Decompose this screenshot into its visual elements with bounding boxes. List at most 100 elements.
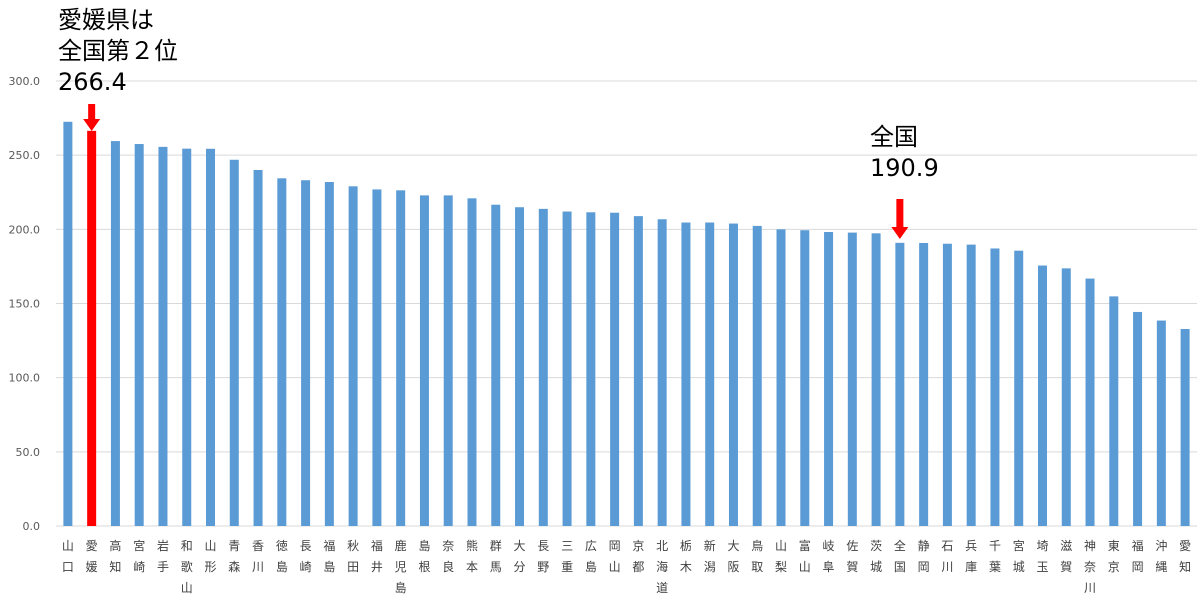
x-tick-label: 兵庫	[965, 539, 977, 574]
bar	[538, 208, 548, 526]
x-tick-label: 全国	[894, 538, 906, 574]
x-tick-label: 鹿児島	[395, 538, 407, 595]
bar	[633, 216, 643, 527]
arrows	[83, 104, 909, 239]
x-tick-label: 高知	[109, 538, 121, 574]
x-tick-label: 大阪	[727, 539, 739, 574]
x-tick-label: 和歌山	[181, 539, 193, 595]
national-annotation-value: 190.9	[870, 154, 939, 182]
bar	[348, 186, 358, 527]
bar	[158, 146, 168, 527]
bar	[110, 141, 120, 526]
bar	[895, 242, 905, 526]
x-tick-label: 新潟	[704, 538, 716, 574]
x-tick-label: 福岡	[1132, 538, 1144, 574]
x-tick-label: 静岡	[918, 539, 930, 574]
bar	[681, 222, 691, 526]
bar	[847, 232, 857, 526]
x-tick-label: 福井	[371, 538, 383, 574]
bar	[301, 180, 311, 527]
x-tick-label: 徳島	[276, 538, 288, 574]
x-tick-label: 神奈川	[1084, 539, 1096, 595]
bar	[277, 178, 287, 526]
x-tick-label: 千葉	[989, 539, 1001, 574]
x-tick-label: 長崎	[300, 539, 312, 574]
bars	[63, 121, 1190, 527]
x-tick-label: 愛知	[1179, 539, 1191, 574]
bar	[705, 222, 715, 526]
bar	[586, 212, 596, 526]
x-tick-label: 広島	[585, 539, 597, 574]
bar	[63, 121, 73, 527]
y-tick-label: 250.0	[9, 149, 41, 162]
bar	[372, 189, 382, 526]
bar	[253, 170, 263, 526]
ehime-arrow-icon	[83, 104, 101, 131]
ehime-annotation-value: 266.4	[58, 68, 127, 96]
bar	[206, 148, 216, 526]
x-tick-label: 三重	[561, 539, 573, 574]
bar	[443, 195, 453, 527]
x-tick-label: 岐阜	[823, 539, 835, 574]
x-tick-label: 愛媛	[86, 539, 98, 574]
x-tick-label: 岩手	[157, 538, 169, 574]
x-tick-label: 鳥取	[751, 538, 763, 574]
x-tick-label: 富山	[799, 538, 811, 574]
ehime-annotation-line1: 愛媛県は	[58, 6, 154, 34]
bar	[990, 248, 1000, 527]
y-tick-label: 50.0	[16, 446, 41, 459]
bar	[1156, 320, 1166, 526]
bar	[467, 198, 477, 526]
x-tick-label: 京都	[632, 539, 644, 574]
bar	[1037, 265, 1047, 526]
x-tick-label: 群馬	[490, 539, 502, 574]
bar	[491, 204, 501, 526]
ehime-annotation-line2: 全国第２位	[58, 37, 178, 65]
y-tick-label: 150.0	[9, 298, 41, 311]
x-tick-label: 栃木	[680, 539, 692, 574]
x-tick-label: 山形	[205, 539, 217, 574]
bar	[800, 230, 810, 526]
national-annotation: 全国 190.9	[870, 122, 939, 184]
bar	[871, 233, 881, 527]
national-arrow-icon	[891, 199, 909, 239]
bar	[942, 243, 952, 526]
bar	[1109, 296, 1119, 526]
x-tick-label: 島根	[418, 538, 430, 574]
ehime-annotation: 愛媛県は 全国第２位 266.4	[58, 5, 178, 98]
x-tick-label: 香川	[252, 539, 264, 574]
bar	[324, 182, 334, 526]
national-annotation-label: 全国	[870, 123, 918, 151]
bar	[1085, 278, 1095, 526]
x-tick-label: 東京	[1108, 539, 1120, 574]
x-tick-label: 奈良	[442, 539, 454, 574]
x-tick-label: 佐賀	[846, 539, 858, 574]
bar	[824, 232, 834, 526]
x-tick-label: 埼玉	[1036, 539, 1048, 574]
x-tick-label: 熊本	[466, 538, 478, 574]
gridlines	[56, 80, 1197, 527]
bar	[752, 225, 762, 526]
y-axis-ticks: 0.0 50.0 100.0 150.0 200.0 250.0 300.0	[9, 75, 41, 533]
x-tick-label: 岡山	[609, 539, 621, 574]
bar	[419, 195, 429, 527]
bar	[728, 223, 738, 526]
bar	[182, 148, 192, 526]
bar	[396, 190, 406, 527]
bar-highlight	[87, 130, 97, 526]
x-tick-label: 福島	[323, 538, 335, 574]
x-tick-label: 宮城	[1013, 538, 1025, 574]
bar	[966, 244, 976, 526]
bar	[776, 229, 786, 527]
y-tick-label: 100.0	[9, 372, 41, 385]
bar	[610, 212, 620, 526]
bar	[657, 219, 667, 526]
x-tick-label: 沖縄	[1155, 539, 1167, 574]
bar	[229, 159, 239, 526]
x-tick-label: 大分	[514, 539, 526, 574]
y-tick-label: 0.0	[23, 520, 41, 533]
x-tick-label: 宮崎	[133, 538, 145, 574]
x-tick-label: 青森	[228, 539, 240, 574]
x-tick-label: 長野	[537, 539, 549, 574]
